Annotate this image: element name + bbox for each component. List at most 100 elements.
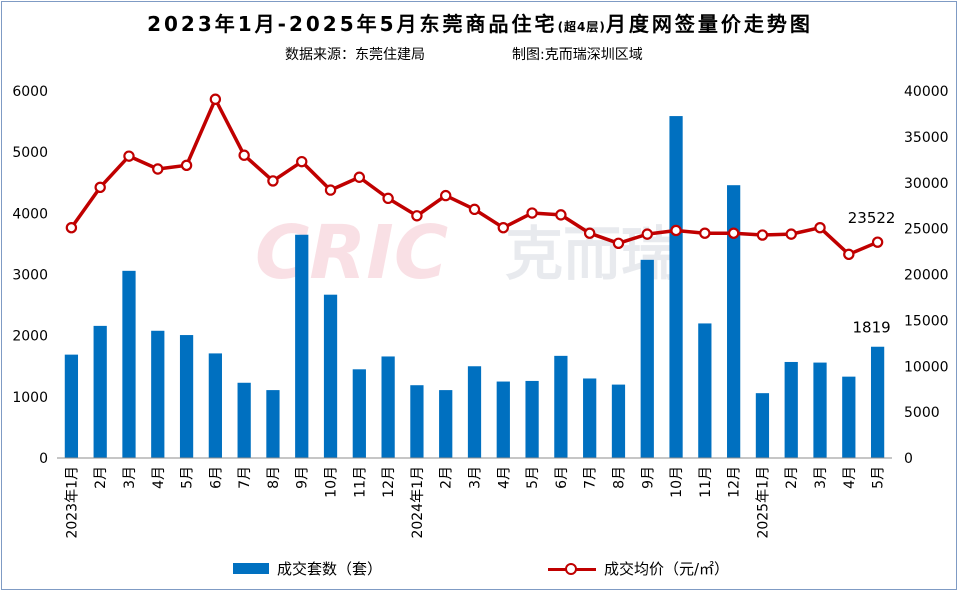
price-point xyxy=(382,192,394,205)
y-right-tick-label: 15000 xyxy=(904,313,949,329)
bar xyxy=(208,353,222,458)
bar xyxy=(439,390,453,458)
y-right-tick-label: 40000 xyxy=(904,84,949,100)
price-point xyxy=(555,209,567,221)
bar xyxy=(64,354,79,458)
x-tick-label: 2月 xyxy=(784,466,800,489)
bar xyxy=(295,234,309,458)
price-point xyxy=(497,222,509,234)
watermark-latin: CRIC xyxy=(255,210,448,296)
y-left-tick-label: 4000 xyxy=(12,206,48,222)
x-tick-label: 4月 xyxy=(842,466,858,489)
price-point xyxy=(670,224,682,237)
bar xyxy=(611,384,626,458)
bar xyxy=(784,361,798,458)
price-point xyxy=(152,163,164,175)
x-tick-label: 8月 xyxy=(611,466,627,489)
x-tick-label: 3月 xyxy=(122,466,138,489)
bar xyxy=(352,369,366,458)
price-point xyxy=(583,227,596,239)
bar xyxy=(755,393,770,458)
x-tick-label: 11月 xyxy=(698,466,714,498)
price-point xyxy=(238,149,250,161)
y-right-tick-label: 25000 xyxy=(904,222,949,238)
data-source-text: 数据来源：东莞住建局 xyxy=(285,47,425,63)
x-tick-label: 9月 xyxy=(295,466,311,489)
legend-bar-label: 成交套数（套） xyxy=(277,560,383,578)
x-tick-label: 12月 xyxy=(381,466,397,498)
bar xyxy=(870,346,885,458)
x-tick-label: 9月 xyxy=(640,466,656,489)
bar-series xyxy=(64,116,885,459)
price-point xyxy=(440,189,452,202)
bar xyxy=(93,325,107,458)
price-point xyxy=(296,155,308,168)
axes: 0 1000 2000 3000 4000 5000 6000 0 5000 10000 15000… xyxy=(12,84,948,539)
x-tick-label: 3月 xyxy=(813,466,829,489)
y-right-tick-label: 30000 xyxy=(904,176,949,192)
legend-line: 成交均价（元/㎡） xyxy=(548,558,729,579)
y-right-tick-label: 20000 xyxy=(904,268,949,284)
x-tick-label: 4月 xyxy=(496,466,512,489)
x-tick-label: 3月 xyxy=(468,466,484,489)
bar xyxy=(266,390,280,458)
price-line xyxy=(69,97,879,257)
data-labels: 1819 23522 xyxy=(848,209,896,337)
data-label: 1819 xyxy=(853,319,891,337)
price-point xyxy=(65,222,78,234)
bar xyxy=(323,294,338,458)
x-tick-label: 5月 xyxy=(871,466,887,489)
x-tick-label: 8月 xyxy=(266,466,282,489)
price-point xyxy=(612,237,625,250)
price-point xyxy=(785,228,797,240)
bar xyxy=(727,185,741,459)
chart-title: 2023年1月-2025年5月东莞商品住宅(超4层)月度网签量价走势图 xyxy=(0,8,960,37)
y-left-tick-label: 2000 xyxy=(12,329,48,345)
legend-bar-swatch xyxy=(233,563,269,574)
x-tick-label: 6月 xyxy=(208,466,224,489)
x-tick-label: 11月 xyxy=(352,466,368,498)
bar xyxy=(410,385,424,458)
cric-watermark: CRIC 克而瑞 xyxy=(255,210,679,296)
data-label: 23522 xyxy=(848,209,896,227)
legend-bar: 成交套数（套） xyxy=(233,558,382,579)
price-point xyxy=(814,222,826,234)
x-tick-label: 5月 xyxy=(180,466,196,489)
x-tick-label: 7月 xyxy=(237,466,253,489)
price-point xyxy=(324,184,337,196)
y-left-tick-label: 1000 xyxy=(12,390,48,406)
y-left-tick-label: 0 xyxy=(39,451,48,467)
x-tick-label: 6月 xyxy=(554,466,570,489)
price-point xyxy=(727,227,740,239)
x-tick-label: 5月 xyxy=(525,466,541,489)
bar xyxy=(813,362,827,458)
bar xyxy=(669,116,683,458)
price-point xyxy=(756,229,769,241)
price-point xyxy=(353,171,366,183)
bar xyxy=(151,330,165,458)
price-point xyxy=(267,175,279,187)
price-point xyxy=(94,181,106,194)
bar xyxy=(122,270,136,458)
y-left-tick-label: 5000 xyxy=(12,145,48,161)
made-by-text: 制图:克而瑞深圳区域 xyxy=(512,47,643,63)
x-tick-label: 7月 xyxy=(583,466,599,489)
price-point xyxy=(411,210,423,222)
y-right-tick-label: 0 xyxy=(904,451,913,467)
chart-title-tail: 月度网签量价走势图 xyxy=(605,12,813,36)
x-tick-label: 2024年1月 xyxy=(410,466,426,539)
y-left-tick-label: 6000 xyxy=(12,84,48,100)
bar xyxy=(583,378,597,458)
y-left-tick-label: 3000 xyxy=(12,268,48,284)
chart-title-main: 2023年1月-2025年5月东莞商品住宅 xyxy=(147,12,558,36)
x-tick-label: 2月 xyxy=(439,466,455,489)
bar xyxy=(554,355,568,458)
price-point xyxy=(123,150,135,162)
y-right-tick-label: 35000 xyxy=(904,130,949,146)
price-point xyxy=(641,228,653,240)
bar xyxy=(467,366,482,458)
legend-line-label: 成交均价（元/㎡） xyxy=(604,560,730,578)
line-series xyxy=(65,93,884,261)
